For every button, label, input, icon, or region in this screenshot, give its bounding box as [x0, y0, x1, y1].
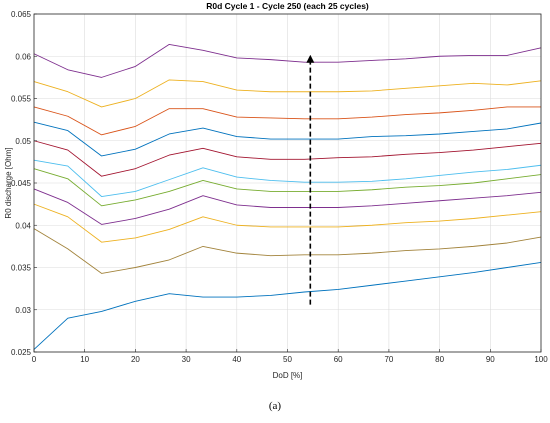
chart-title: R0d Cycle 1 - Cycle 250 (each 25 cycles): [206, 1, 369, 11]
y-tick-label: 0.03: [15, 306, 31, 315]
series-line-1: [33, 261, 542, 350]
x-tick-label: 0: [32, 355, 37, 364]
y-tick-label: 0.035: [11, 264, 32, 273]
series-line-3: [33, 203, 542, 243]
y-axis: 0.025 0.03 0.035 0.04 0.045 0.05 0.055 0.06 0.06…: [11, 10, 37, 357]
y-tick-label: 0.055: [11, 95, 32, 104]
x-tick-label: 90: [486, 355, 495, 364]
x-tick-label: 50: [283, 355, 292, 364]
series-line-7: [33, 140, 542, 177]
x-tick-label: 80: [435, 355, 444, 364]
x-tick-label: 60: [334, 355, 343, 364]
x-tick-label: 20: [131, 355, 140, 364]
series-line-8: [33, 121, 542, 157]
figure-caption: (a): [269, 400, 282, 412]
series-line-6: [33, 159, 542, 197]
series-line-9: [33, 106, 541, 136]
x-axis-label: DoD [%]: [273, 371, 303, 380]
series-line-5: [33, 168, 542, 207]
y-tick-label: 0.045: [11, 179, 32, 188]
y-tick-label: 0.04: [15, 221, 31, 230]
y-tick-label: 0.025: [11, 348, 32, 357]
y-axis-label: R0 discharge [Ohm]: [4, 147, 13, 218]
series-layer: [33, 43, 542, 350]
series-line-11: [33, 43, 542, 78]
x-tick-label: 40: [232, 355, 241, 364]
y-tick-label: 0.06: [15, 52, 31, 61]
x-axis: 0 10 20 30 40 50 60 70 80 90 100: [32, 349, 548, 364]
x-tick-label: 100: [534, 355, 548, 364]
x-tick-label: 30: [182, 355, 191, 364]
x-tick-label: 10: [80, 355, 89, 364]
y-tick-label: 0.05: [15, 137, 31, 146]
x-tick-label: 70: [384, 355, 393, 364]
y-tick-label: 0.065: [11, 10, 32, 19]
series-line-4: [33, 188, 542, 225]
series-line-2: [33, 228, 542, 274]
series-line-10: [33, 79, 542, 108]
